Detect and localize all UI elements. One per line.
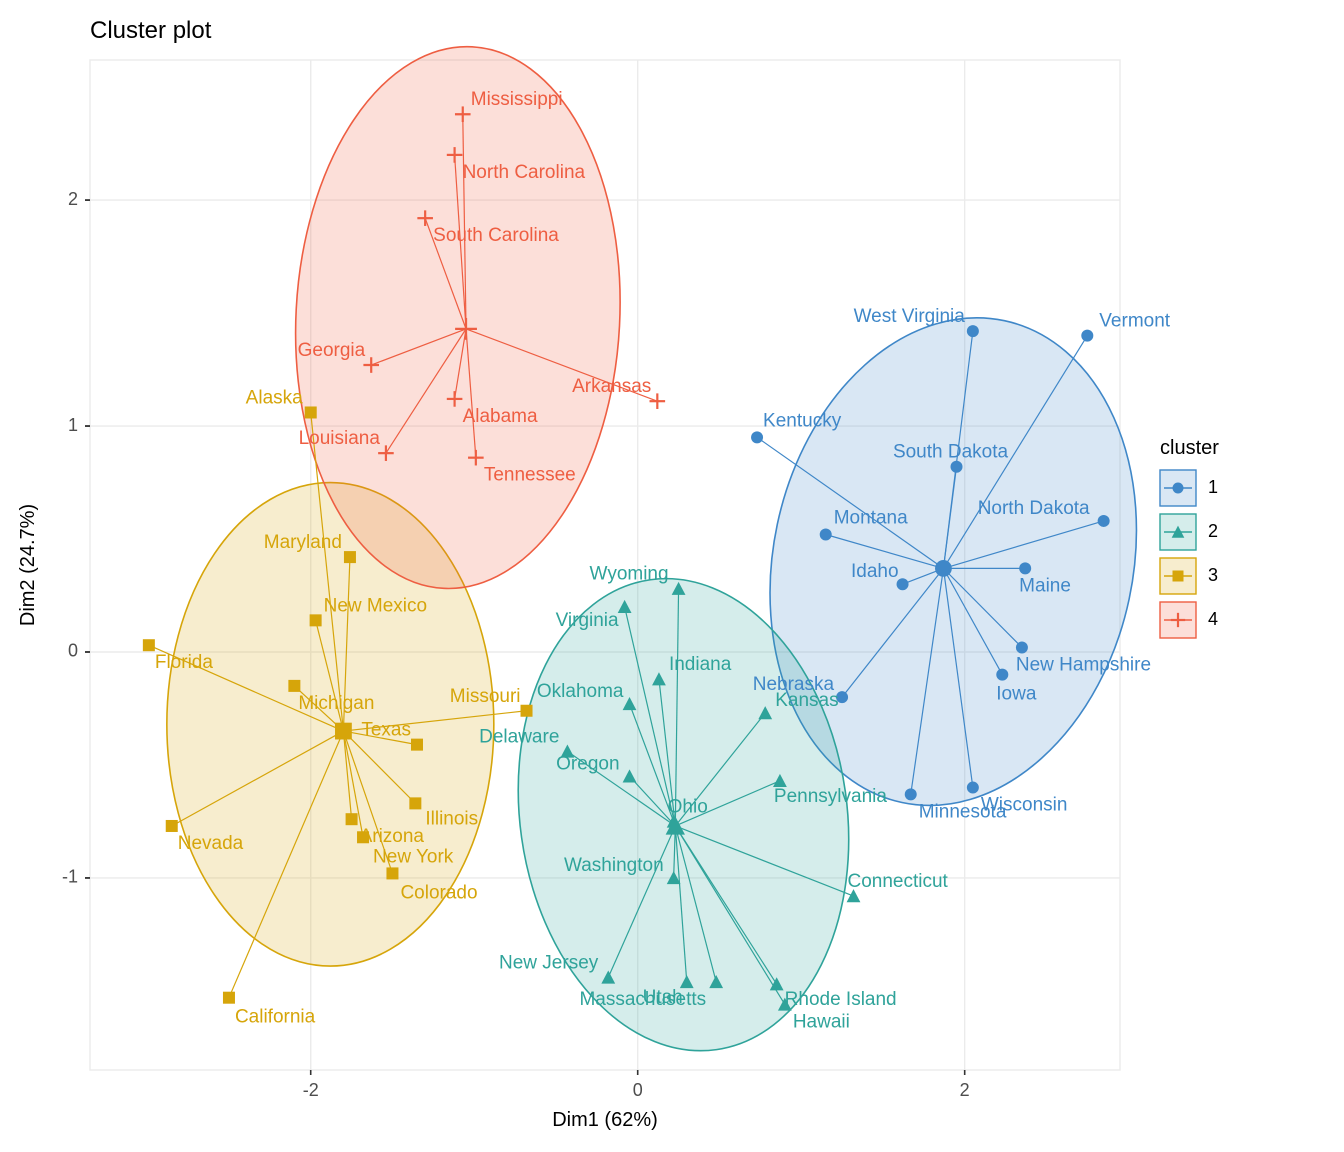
point-label: Mississippi xyxy=(471,89,563,110)
point-label: Delaware xyxy=(479,726,559,747)
point-label: Idaho xyxy=(851,561,899,582)
point-label: Colorado xyxy=(400,882,477,903)
point xyxy=(346,813,358,825)
point-label: Florida xyxy=(155,652,214,673)
point xyxy=(967,782,979,794)
x-axis-label: Dim1 (62%) xyxy=(552,1109,658,1131)
point xyxy=(386,867,398,879)
point xyxy=(751,431,763,443)
point xyxy=(967,325,979,337)
point-label: New Jersey xyxy=(499,952,599,973)
legend-label: 3 xyxy=(1208,565,1218,585)
x-tick-label: 2 xyxy=(960,1080,970,1100)
point-label: Minnesota xyxy=(919,801,1007,822)
point-label: Rhode Island xyxy=(785,989,897,1010)
point-label: New Hampshire xyxy=(1016,654,1151,675)
legend-title: cluster xyxy=(1160,437,1219,459)
point-label: Tennessee xyxy=(484,465,576,486)
y-tick-label: 0 xyxy=(68,641,78,661)
point-label: Alabama xyxy=(463,406,538,427)
y-tick-label: 2 xyxy=(68,189,78,209)
point-label: California xyxy=(235,1007,316,1028)
point-label: Arizona xyxy=(360,826,425,847)
point xyxy=(820,528,832,540)
point-label: Oklahoma xyxy=(537,681,624,702)
point-label: North Carolina xyxy=(463,162,586,183)
point-label: Massachusetts xyxy=(579,989,706,1010)
point-label: Hawaii xyxy=(793,1011,850,1032)
point xyxy=(1081,330,1093,342)
legend-label: 1 xyxy=(1208,477,1218,497)
x-tick-label: 0 xyxy=(633,1080,643,1100)
point-label: Maryland xyxy=(264,532,342,553)
point xyxy=(409,797,421,809)
point xyxy=(305,406,317,418)
point-label: Michigan xyxy=(298,693,374,714)
point xyxy=(1019,562,1031,574)
y-axis-label: Dim2 (24.7%) xyxy=(17,504,39,626)
point-label: New Mexico xyxy=(324,595,427,616)
point-label: South Dakota xyxy=(893,442,1009,463)
y-tick-label: 1 xyxy=(68,415,78,435)
point-label: Indiana xyxy=(669,654,732,675)
legend-label: 4 xyxy=(1208,609,1218,629)
point-label: Nevada xyxy=(178,833,244,854)
point-label: Virginia xyxy=(556,610,619,631)
point xyxy=(1098,515,1110,527)
point xyxy=(143,639,155,651)
point xyxy=(905,788,917,800)
point xyxy=(344,551,356,563)
point xyxy=(288,680,300,692)
point-label: Montana xyxy=(834,508,908,529)
point-label: Ohio xyxy=(668,796,708,817)
point-label: Maine xyxy=(1019,575,1071,596)
point xyxy=(996,669,1008,681)
point-label: Louisiana xyxy=(299,428,381,449)
point-label: Kansas xyxy=(775,690,838,711)
point-label: South Carolina xyxy=(433,225,559,246)
point xyxy=(223,992,235,1004)
point-label: Pennsylvania xyxy=(774,786,887,807)
point xyxy=(310,614,322,626)
point-label: West Virginia xyxy=(854,306,966,327)
point-label: Wyoming xyxy=(590,564,669,585)
point-label: Texas xyxy=(361,720,411,741)
legend-label: 2 xyxy=(1208,521,1218,541)
point xyxy=(521,705,533,717)
point-label: New York xyxy=(373,846,454,867)
point-label: Arkansas xyxy=(572,376,651,397)
point-label: North Dakota xyxy=(978,498,1090,519)
point-label: Washington xyxy=(564,855,664,876)
point xyxy=(411,739,423,751)
point-label: Georgia xyxy=(298,340,366,361)
point-label: Missouri xyxy=(450,686,521,707)
point-label: Alaska xyxy=(246,387,303,408)
point xyxy=(166,820,178,832)
point xyxy=(1016,641,1028,653)
point-label: Iowa xyxy=(996,684,1037,705)
x-tick-label: -2 xyxy=(303,1080,319,1100)
point-label: Vermont xyxy=(1099,311,1170,332)
y-tick-label: -1 xyxy=(62,867,78,887)
point-label: Connecticut xyxy=(848,871,949,892)
chart-title: Cluster plot xyxy=(90,17,212,44)
point-label: Illinois xyxy=(425,808,478,829)
point-label: Oregon xyxy=(556,753,619,774)
point-label: Kentucky xyxy=(763,410,842,431)
